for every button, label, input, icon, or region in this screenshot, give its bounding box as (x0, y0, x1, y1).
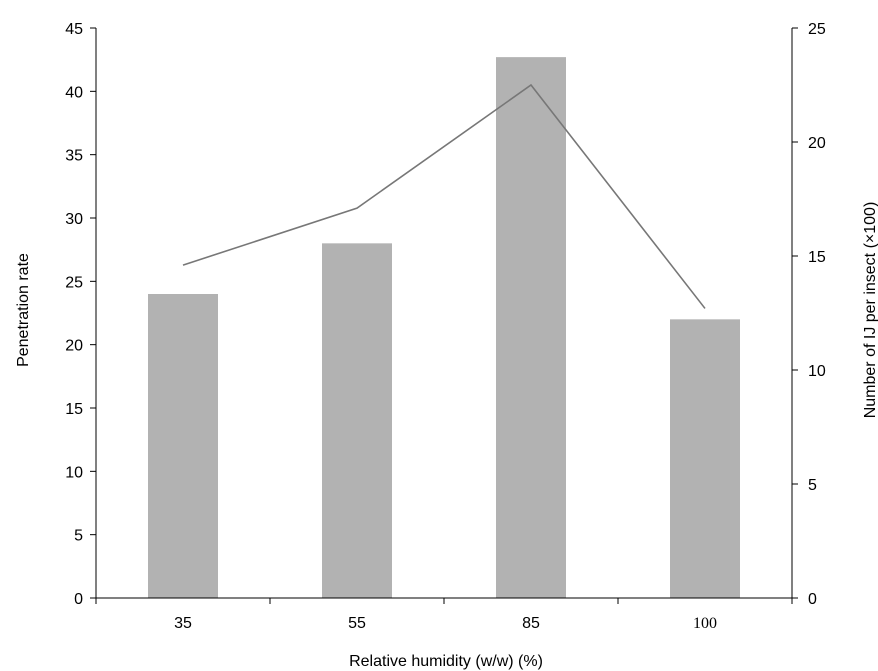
y2-tick-label-15: 15 (808, 249, 826, 266)
y2-tick-label-5: 5 (808, 477, 817, 494)
y-tick-label-5: 5 (74, 528, 83, 545)
y2-tick-label-20: 20 (808, 135, 826, 152)
x-tick-label-55: 55 (348, 615, 366, 632)
y2-axis-title: Number of IJ per insect (×100) (862, 202, 878, 419)
y2-tick-label-10: 10 (808, 363, 826, 380)
y2-tick-label-25: 25 (808, 21, 826, 38)
y-tick-label-20: 20 (65, 338, 83, 355)
bars-layer (148, 57, 740, 599)
x-tick-label-85: 85 (522, 615, 540, 632)
series-line (182, 83, 706, 309)
y-tick-label-25: 25 (65, 274, 83, 291)
x-tick-label-100: 100 (693, 615, 717, 632)
line-layer (182, 83, 706, 309)
y2-tick-label-0: 0 (808, 591, 817, 608)
y-tick-label-0: 0 (74, 591, 83, 608)
axes-layer: 0 5 10 15 20 25 30 35 40 45 0 5 10 15 20 25 35 55 85 100 (65, 21, 826, 632)
x-axis-title: Relative humidity (w/w) (%) (349, 653, 543, 670)
y-tick-label-45: 45 (65, 21, 83, 38)
bar-55 (322, 243, 392, 599)
x-tick-label-35: 35 (174, 615, 192, 632)
y-tick-label-35: 35 (65, 148, 83, 165)
y-tick-label-40: 40 (65, 84, 83, 101)
y-tick-label-30: 30 (65, 211, 83, 228)
bar-85 (496, 57, 566, 598)
bar-100 (670, 319, 740, 598)
bar-35 (148, 294, 218, 598)
y-tick-label-15: 15 (65, 401, 83, 418)
y-axis-title: Penetration rate (15, 253, 32, 367)
labels-layer: Relative humidity (w/w) (%) Penetration … (15, 202, 878, 670)
y-tick-label-10: 10 (65, 464, 83, 481)
